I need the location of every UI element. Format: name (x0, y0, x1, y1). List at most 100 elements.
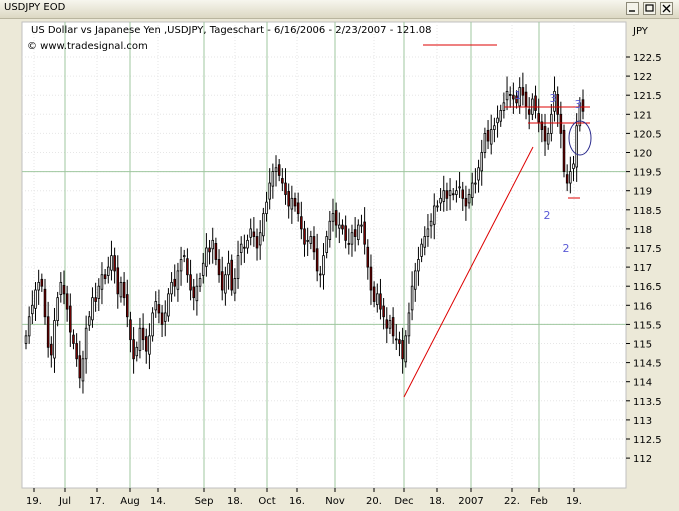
candle-body (113, 255, 116, 272)
candle-body (24, 335, 28, 344)
candle-body (27, 316, 31, 337)
y-tick-label: 117 (633, 263, 652, 274)
candle-body (480, 152, 483, 172)
candle-body (290, 197, 294, 210)
candle-body (372, 286, 376, 302)
candle-body (575, 125, 578, 168)
candle-body (227, 262, 230, 276)
candle-body (344, 225, 347, 241)
candle-body (214, 243, 218, 260)
x-tick-label: 18. (227, 496, 243, 507)
title-bar[interactable]: USDJPY EOD (0, 0, 679, 19)
candle-body (220, 271, 224, 291)
candle-body (53, 320, 56, 359)
candle-body (312, 236, 316, 253)
candle-body (518, 87, 521, 107)
candle-body (521, 87, 525, 96)
candle-body (192, 286, 196, 299)
x-tick-label: Aug (120, 496, 140, 507)
candle-body (357, 224, 360, 240)
candle-body (483, 133, 487, 153)
candle-body (512, 94, 515, 100)
candle-body (550, 113, 553, 134)
candle-body (369, 266, 373, 291)
x-tick-label: 19. (566, 496, 582, 507)
candle-body (233, 278, 237, 294)
y-tick-label: 119.5 (633, 168, 662, 179)
candle-body (107, 266, 110, 276)
candle-body (385, 319, 389, 329)
candle-body (100, 274, 104, 290)
candle-body (398, 339, 401, 344)
candle-body (129, 319, 132, 341)
candle-body (88, 316, 91, 326)
candle-body (524, 91, 528, 108)
candle-body (565, 174, 569, 184)
x-tick-label: Oct (258, 496, 275, 507)
close-button[interactable] (660, 2, 673, 15)
candle-body (376, 293, 379, 305)
candle-body (34, 289, 37, 309)
wave-label: 3 (575, 98, 582, 111)
candle-body (182, 255, 186, 258)
candle-body (148, 335, 151, 355)
candle-body (198, 278, 202, 287)
candle-body (436, 205, 439, 208)
x-tick-label: Jul (58, 496, 71, 507)
candle-body (262, 213, 265, 237)
candle-body (274, 167, 278, 172)
candle-body (40, 278, 44, 287)
y-tick-label: 114.5 (633, 359, 662, 370)
candle-body (189, 274, 192, 291)
x-tick-label: 22. (504, 496, 520, 507)
candle-body (84, 327, 88, 360)
maximize-button[interactable] (643, 2, 656, 15)
candle-body (122, 281, 126, 299)
candle-body (388, 320, 392, 329)
x-tick-label: 14. (150, 496, 166, 507)
candle-body (505, 90, 509, 101)
candle-body (224, 274, 227, 294)
candle-body (287, 191, 290, 207)
candle-body (559, 113, 563, 134)
candle-body (458, 186, 461, 189)
candle-body (81, 358, 85, 382)
candle-body (350, 232, 354, 245)
chart-title: US Dollar vs Japanese Yen ,USDJPY, Tages… (31, 25, 431, 36)
candle-body (379, 293, 382, 310)
candle-body (151, 312, 154, 337)
y-tick-label: 113.5 (633, 397, 662, 408)
candle-body (429, 220, 433, 227)
candle-body (265, 201, 268, 215)
candle-body (268, 182, 271, 200)
candle-body (72, 334, 75, 344)
candle-body (201, 262, 205, 276)
y-tick-label: 120.5 (633, 129, 662, 140)
candle-body (420, 243, 423, 257)
candle-body (499, 110, 502, 122)
close-icon (662, 4, 671, 13)
candle-body (154, 301, 158, 311)
candle-body (50, 343, 53, 356)
candle-body (451, 193, 455, 196)
candle-body (163, 312, 167, 322)
candle-body (167, 293, 170, 317)
candle-body (306, 239, 309, 242)
candle-body (284, 182, 287, 195)
x-tick-label: Sep (195, 496, 214, 507)
candle-body (543, 126, 547, 142)
y-tick-label: 119 (633, 187, 652, 198)
candle-body (341, 224, 344, 230)
candle-body (119, 281, 123, 298)
candle-body (407, 312, 411, 337)
candle-body (534, 95, 537, 111)
x-tick-label: 19. (26, 496, 42, 507)
candle-body (138, 327, 142, 351)
candle-body (489, 129, 493, 145)
candle-body (325, 236, 328, 253)
candle-body (553, 90, 556, 112)
y-tick-label: 122.5 (633, 53, 662, 64)
candle-body (293, 197, 297, 207)
y-tick-label: 115 (633, 340, 652, 351)
minimize-button[interactable] (626, 2, 639, 15)
